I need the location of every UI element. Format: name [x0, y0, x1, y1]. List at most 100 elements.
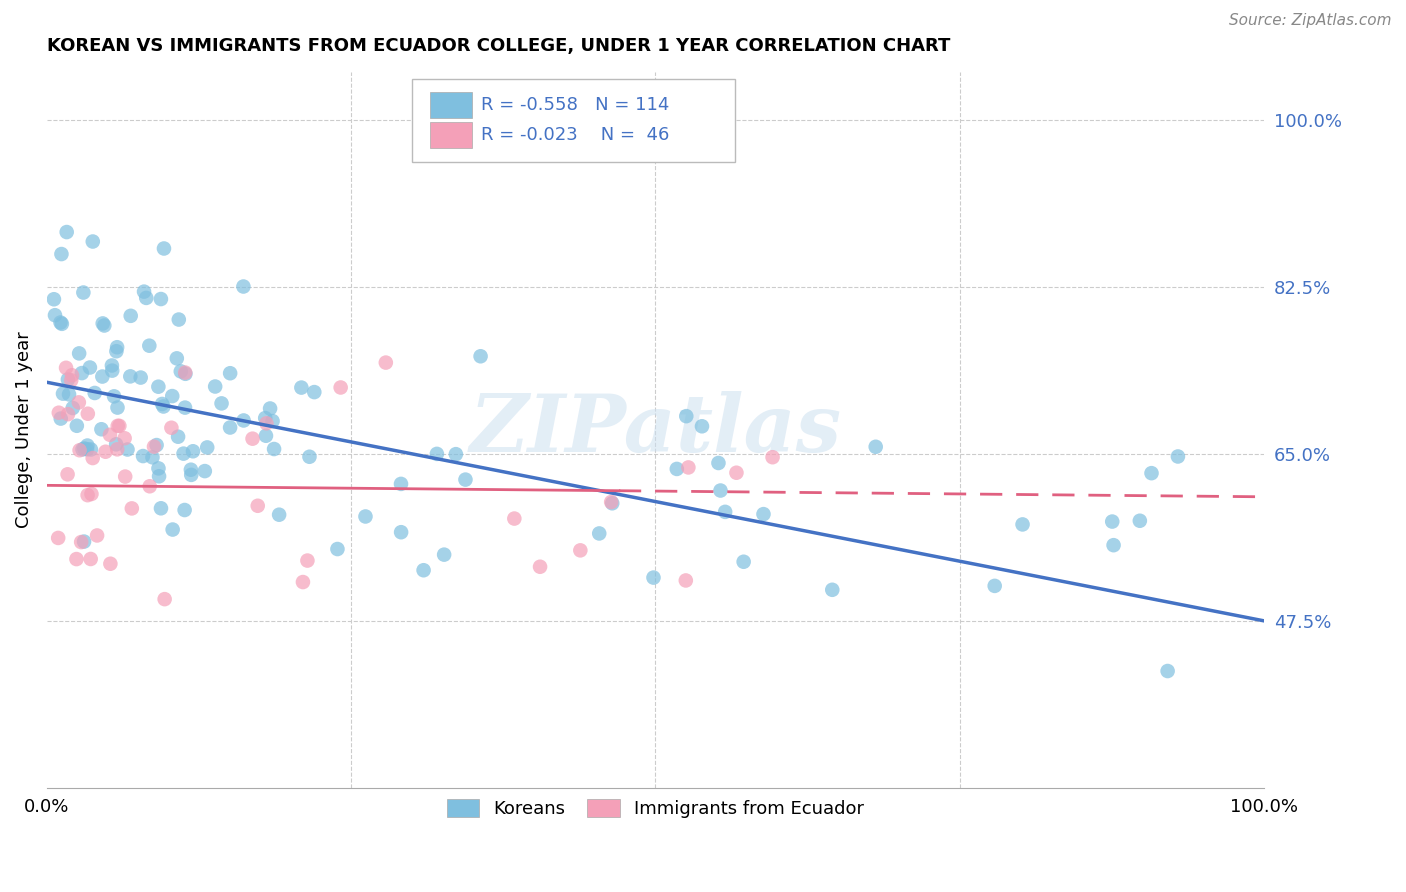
Point [761, 450, 783, 465]
Point [983, 579, 1005, 593]
Point [304, 385, 326, 400]
Point [103, 389, 125, 403]
Point [1140, 466, 1163, 480]
Point [173, 503, 195, 517]
Point [1011, 517, 1033, 532]
Point [326, 542, 349, 557]
Point [58, 387, 80, 401]
Point [569, 543, 592, 558]
Point [149, 501, 172, 516]
Point [76, 438, 98, 452]
Point [219, 366, 242, 380]
Point [98, 427, 121, 442]
Point [180, 467, 202, 482]
Point [714, 505, 737, 519]
Point [80, 442, 103, 457]
Point [72, 442, 94, 457]
Point [1156, 664, 1178, 678]
Point [141, 450, 163, 465]
Point [138, 479, 160, 493]
Point [65, 552, 87, 566]
Point [254, 411, 277, 425]
Point [709, 483, 731, 498]
Point [389, 476, 412, 491]
Point [259, 401, 281, 416]
Point [263, 442, 285, 456]
Point [56, 467, 79, 482]
Point [52, 386, 75, 401]
Point [51, 247, 73, 261]
Point [70, 366, 93, 380]
Point [690, 419, 713, 434]
Point [121, 501, 143, 516]
Point [181, 444, 204, 458]
Point [211, 396, 233, 410]
Point [588, 526, 610, 541]
Point [433, 548, 456, 562]
Point [44, 308, 66, 322]
Point [232, 413, 254, 427]
Point [49, 316, 72, 330]
Point [752, 507, 775, 521]
Point [821, 582, 844, 597]
Point [101, 359, 124, 373]
Point [194, 464, 217, 478]
Point [82, 235, 104, 249]
Point [195, 441, 218, 455]
Point [262, 414, 284, 428]
Point [67, 346, 90, 360]
Point [46, 531, 69, 545]
Point [167, 430, 190, 444]
Point [733, 555, 755, 569]
Point [132, 285, 155, 299]
Text: R = -0.558   N = 114: R = -0.558 N = 114 [481, 96, 669, 114]
Point [354, 509, 377, 524]
Point [60, 368, 83, 383]
Point [1167, 450, 1189, 464]
Point [865, 440, 887, 454]
Point [86, 528, 108, 542]
Point [105, 344, 128, 359]
Point [374, 355, 396, 369]
Point [76, 407, 98, 421]
Point [105, 437, 128, 451]
Point [49, 411, 72, 425]
Point [79, 360, 101, 375]
Point [132, 449, 155, 463]
Point [152, 400, 174, 414]
Point [232, 279, 254, 293]
Point [600, 496, 623, 510]
Point [242, 432, 264, 446]
Point [94, 444, 117, 458]
Point [101, 363, 124, 377]
Point [678, 460, 700, 475]
Point [148, 461, 170, 475]
Point [51, 317, 73, 331]
Point [114, 469, 136, 483]
Point [105, 340, 128, 354]
Point [55, 360, 77, 375]
Point [254, 429, 277, 443]
Point [148, 380, 170, 394]
Point [269, 508, 291, 522]
Y-axis label: College, Under 1 year: College, Under 1 year [15, 332, 32, 528]
Point [107, 401, 129, 415]
Point [149, 292, 172, 306]
Point [707, 456, 730, 470]
Point [454, 473, 477, 487]
Point [254, 417, 277, 431]
Point [143, 440, 166, 454]
Point [79, 552, 101, 566]
Point [389, 525, 412, 540]
Point [174, 367, 197, 381]
Point [82, 450, 104, 465]
Point [114, 431, 136, 445]
Point [62, 401, 84, 415]
Point [174, 366, 197, 380]
Point [291, 575, 314, 590]
Point [675, 409, 697, 424]
Point [56, 372, 79, 386]
Point [93, 318, 115, 333]
Point [91, 369, 114, 384]
Point [725, 466, 748, 480]
